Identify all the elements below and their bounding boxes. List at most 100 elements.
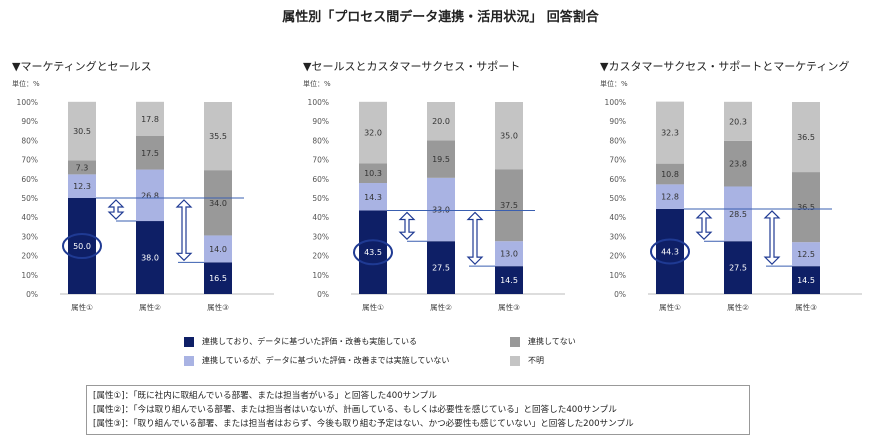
y-tick-label: 90% <box>609 117 626 126</box>
data-label: 26.8 <box>141 191 159 200</box>
bar-segment <box>792 242 820 267</box>
bar-segment <box>359 183 387 211</box>
bar-segment <box>792 172 820 243</box>
data-label: 12.8 <box>661 193 679 202</box>
y-tick-label: 10% <box>312 271 329 280</box>
data-label: 20.0 <box>432 117 450 126</box>
bar-segment <box>656 101 684 164</box>
x-tick-label: 属性② <box>430 302 452 312</box>
bar-segment <box>68 160 96 175</box>
bar-segment <box>427 241 455 294</box>
data-label: 12.5 <box>797 250 815 259</box>
stacked-bar-chart-marketing-sales: 単位：% 0% 10% 20% 30% 40% 50% 60% 70% 80% 90% 100% 50.… <box>12 79 274 312</box>
double-arrow-icon <box>763 210 781 266</box>
chart-title: ▼カスタマーサクセス・サポートとマーケティング <box>600 60 850 73</box>
x-tick-label: 属性② <box>727 302 749 312</box>
data-label: 32.0 <box>364 129 382 138</box>
y-tick-label: 50% <box>21 194 38 203</box>
data-label: 10.3 <box>364 169 382 178</box>
y-tick-label: 30% <box>609 232 626 241</box>
bar-segment <box>656 184 684 209</box>
y-tick-label: 10% <box>21 271 38 280</box>
legend-label: 連携してない <box>528 337 576 346</box>
attribute-notes: [属性①]：「既に社内に取組んでいる部署、または担当者がいる」と回答した400サ… <box>86 385 750 435</box>
bar-segment <box>656 163 684 185</box>
legend-swatch <box>510 336 520 347</box>
data-label: 50.0 <box>73 242 91 251</box>
data-label: 28.5 <box>729 210 747 219</box>
data-label: 17.5 <box>141 149 159 158</box>
y-tick-label: 0% <box>317 290 329 299</box>
y-tick-label: 20% <box>609 252 626 261</box>
bar-segment <box>68 198 96 294</box>
unit-label: 単位：% <box>600 79 628 88</box>
x-tick-label: 属性③ <box>795 302 817 312</box>
data-label: 14.5 <box>500 276 518 285</box>
bar-segment <box>68 174 96 198</box>
bar-segment <box>495 266 523 294</box>
data-label: 17.8 <box>141 115 159 124</box>
bar-segment <box>204 262 232 294</box>
y-tick-label: 50% <box>312 194 329 203</box>
unit-label: 単位：% <box>303 79 331 88</box>
data-label: 32.3 <box>661 129 679 138</box>
bar-segment <box>204 170 232 236</box>
page-title: 属性別「プロセス間データ連携・活用状況」 回答割合 <box>282 10 599 25</box>
bar-segment <box>136 221 164 294</box>
data-label: 12.3 <box>73 182 91 191</box>
data-label: 14.5 <box>797 276 815 285</box>
bar-segment <box>68 101 96 161</box>
data-label: 20.3 <box>729 117 747 126</box>
legend-label: 連携しており、データに基づいた評価・改善も実施している <box>202 337 417 346</box>
data-label: 10.8 <box>661 170 679 179</box>
y-tick-label: 60% <box>312 175 329 184</box>
y-tick-label: 80% <box>21 136 38 145</box>
y-tick-label: 40% <box>21 213 38 222</box>
bar-segment <box>724 140 752 187</box>
bar-segment <box>136 169 164 222</box>
y-tick-label: 70% <box>21 156 38 165</box>
bar-segment <box>204 102 232 171</box>
bar-segment <box>204 235 232 263</box>
x-tick-label: 属性③ <box>498 302 520 312</box>
bar-segment <box>724 241 752 294</box>
y-tick-label: 0% <box>614 290 626 299</box>
bar-segment <box>495 241 523 267</box>
data-label: 23.8 <box>729 160 747 169</box>
note-attribute-2: [属性②]：「今は取り組んでいる部署、または担当者はいないが、計画している、もし… <box>93 405 617 415</box>
highlight-ellipse <box>62 233 102 259</box>
legend-item-unknown: 不明 <box>510 355 544 366</box>
legend-swatch <box>184 355 194 366</box>
y-tick-label: 80% <box>312 136 329 145</box>
data-label: 35.0 <box>500 132 518 141</box>
y-tick-label: 20% <box>21 252 38 261</box>
bar-segment <box>359 163 387 184</box>
legend-item-integrated-not-evaluated: 連携しているが、データに基づいた評価・改善までは実施していない <box>184 355 449 366</box>
data-label: 44.3 <box>661 247 679 256</box>
data-label: 19.5 <box>432 155 450 164</box>
data-label: 38.0 <box>141 254 159 263</box>
bar-segment <box>495 169 523 242</box>
data-label: 35.5 <box>209 132 227 141</box>
legend-swatch <box>184 336 194 347</box>
x-tick-label: 属性① <box>71 302 93 312</box>
y-tick-label: 40% <box>312 213 329 222</box>
data-label: 36.5 <box>797 133 815 142</box>
bar-segment <box>656 208 684 294</box>
chart-title: ▼セールスとカスタマーサクセス・サポート <box>303 60 521 73</box>
chart-title: ▼マーケティングとセールス <box>12 60 152 73</box>
bar-segment <box>359 101 387 164</box>
y-tick-label: 10% <box>609 271 626 280</box>
data-label: 43.5 <box>364 248 382 257</box>
double-arrow-icon <box>107 199 125 220</box>
y-tick-label: 30% <box>21 232 38 241</box>
y-tick-label: 60% <box>609 175 626 184</box>
data-label: 7.3 <box>76 163 89 172</box>
bar-segment <box>792 266 820 294</box>
highlight-ellipse <box>353 239 393 266</box>
x-tick-label: 属性③ <box>207 302 229 312</box>
bar-segment <box>427 177 455 242</box>
bar-segment <box>724 186 752 242</box>
data-label: 37.5 <box>500 201 518 210</box>
y-tick-label: 90% <box>21 117 38 126</box>
